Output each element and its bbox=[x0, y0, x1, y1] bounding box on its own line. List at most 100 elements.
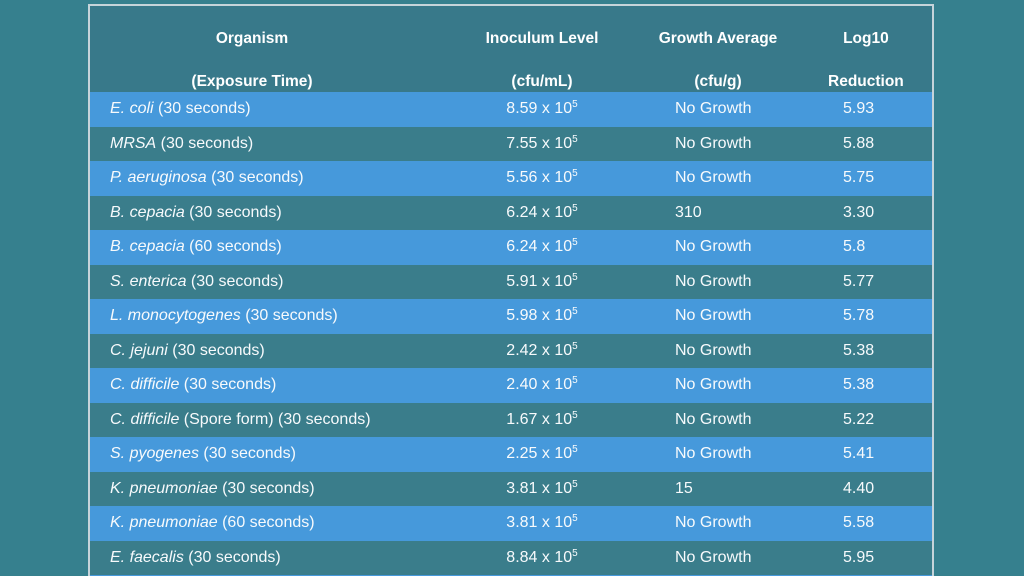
log10-reduction-cell: 5.78 bbox=[843, 307, 875, 325]
log10-reduction-cell: 3.30 bbox=[843, 203, 875, 221]
table-row: S. enterica (30 seconds) 5.91 x 105 No G… bbox=[90, 264, 932, 299]
inoculum-value: 2.25 x 10 bbox=[506, 445, 573, 463]
organism-cell: S. pyogenes (30 seconds) bbox=[90, 445, 438, 463]
organism-name: L. monocytogenes bbox=[110, 307, 241, 325]
inoculum-level-cell: 2.42 x 105 bbox=[438, 340, 646, 360]
table-row: E. coli (30 seconds) 8.59 x 105 No Growt… bbox=[90, 92, 932, 127]
inoculum-value: 6.24 x 10 bbox=[506, 238, 573, 256]
table-row: E. faecalis (30 seconds) 8.84 x 105 No G… bbox=[90, 540, 932, 575]
inoculum-exponent: 5 bbox=[572, 409, 578, 421]
organism-exposure-time: (30 seconds) bbox=[153, 100, 251, 118]
growth-average-cell: No Growth bbox=[675, 445, 752, 463]
organism-cell: C. jejuni (30 seconds) bbox=[90, 342, 438, 360]
table-row: MRSA (30 seconds) 7.55 x 105 No Growth 5… bbox=[90, 126, 932, 161]
organism-cell: E. faecalis (30 seconds) bbox=[90, 549, 438, 567]
column-header-inoculum-line2: (cfu/mL) bbox=[511, 73, 573, 91]
organism-name: C. jejuni bbox=[110, 341, 168, 359]
column-header-growth-line2: (cfu/g) bbox=[694, 73, 742, 91]
log10-reduction-cell: 5.41 bbox=[843, 445, 875, 463]
organism-name: S. enterica bbox=[110, 272, 187, 290]
organism-cell: C. difficile (Spore form) (30 seconds) bbox=[90, 411, 438, 429]
column-header-inoculum-level: Inoculum Level (cfu/mL) bbox=[438, 6, 646, 93]
inoculum-level-cell: 8.59 x 105 bbox=[438, 99, 646, 118]
log10-reduction-cell: 5.77 bbox=[843, 272, 875, 290]
organism-exposure-time: (30 seconds) bbox=[217, 479, 315, 497]
growth-average-cell: 15 bbox=[675, 479, 693, 497]
organism-name: E. coli bbox=[110, 100, 154, 118]
inoculum-value: 3.81 x 10 bbox=[506, 479, 573, 497]
organism-cell: K. pneumoniae (60 seconds) bbox=[90, 514, 438, 532]
table-row: P. aeruginosa (30 seconds) 5.56 x 105 No… bbox=[90, 161, 932, 196]
growth-average-cell: No Growth bbox=[675, 341, 752, 359]
growth-average-cell: No Growth bbox=[675, 548, 752, 566]
inoculum-exponent: 5 bbox=[572, 168, 578, 180]
organism-cell: B. cepacia (30 seconds) bbox=[90, 204, 438, 222]
table-row: C. jejuni (30 seconds) 2.42 x 105 No Gro… bbox=[90, 333, 932, 368]
inoculum-level-cell: 1.67 x 105 bbox=[438, 409, 646, 429]
organism-exposure-time: (Spore form) (30 seconds) bbox=[179, 410, 371, 428]
organism-name: K. pneumoniae bbox=[110, 514, 218, 532]
growth-average-cell: No Growth bbox=[675, 376, 752, 394]
growth-average-cell: No Growth bbox=[675, 238, 752, 256]
organism-name: C. difficile bbox=[110, 376, 180, 394]
organism-cell: C. difficile (30 seconds) bbox=[90, 376, 438, 394]
column-header-organism-line2: (Exposure Time) bbox=[191, 73, 313, 91]
inoculum-exponent: 5 bbox=[572, 271, 578, 283]
organism-name: P. aeruginosa bbox=[110, 169, 207, 187]
organism-cell: MRSA (30 seconds) bbox=[90, 135, 438, 153]
organism-exposure-time: (30 seconds) bbox=[167, 341, 265, 359]
organism-exposure-time: (60 seconds) bbox=[184, 238, 282, 256]
column-header-growth-line1: Growth Average bbox=[658, 29, 778, 47]
organism-exposure-time: (30 seconds) bbox=[186, 272, 284, 290]
inoculum-value: 2.40 x 10 bbox=[506, 376, 573, 394]
inoculum-level-cell: 2.25 x 105 bbox=[438, 444, 646, 463]
inoculum-exponent: 5 bbox=[572, 547, 578, 559]
growth-average-cell: No Growth bbox=[675, 307, 752, 325]
inoculum-exponent: 5 bbox=[572, 133, 578, 145]
inoculum-exponent: 5 bbox=[572, 237, 578, 249]
results-table: Organism (Exposure Time) Inoculum Level … bbox=[88, 4, 934, 576]
log10-reduction-cell: 5.8 bbox=[843, 238, 866, 256]
organism-name: E. faecalis bbox=[110, 548, 184, 566]
column-header-log10-line1: Log10 bbox=[843, 29, 889, 47]
organism-exposure-time: (30 seconds) bbox=[179, 376, 277, 394]
growth-average-cell: No Growth bbox=[675, 134, 752, 152]
growth-average-cell: No Growth bbox=[675, 169, 752, 187]
inoculum-level-cell: 2.40 x 105 bbox=[438, 375, 646, 394]
organism-name: B. cepacia bbox=[110, 203, 185, 221]
inoculum-value: 5.98 x 10 bbox=[506, 307, 573, 325]
log10-reduction-cell: 5.22 bbox=[843, 410, 875, 428]
table-row: C. difficile (30 seconds) 2.40 x 105 No … bbox=[90, 368, 932, 403]
column-header-inoculum-line1: Inoculum Level bbox=[485, 29, 599, 47]
log10-reduction-cell: 4.40 bbox=[843, 479, 875, 497]
table-body: E. coli (30 seconds) 8.59 x 105 No Growt… bbox=[90, 92, 932, 576]
inoculum-level-cell: 6.24 x 105 bbox=[438, 202, 646, 222]
organism-name: C. difficile bbox=[110, 410, 180, 428]
inoculum-exponent: 5 bbox=[572, 306, 578, 318]
log10-reduction-cell: 5.58 bbox=[843, 514, 875, 532]
organism-cell: P. aeruginosa (30 seconds) bbox=[90, 169, 438, 187]
growth-average-cell: No Growth bbox=[675, 100, 752, 118]
table-header-row: Organism (Exposure Time) Inoculum Level … bbox=[90, 6, 932, 92]
organism-exposure-time: (30 seconds) bbox=[198, 445, 296, 463]
table-row: K. pneumoniae (30 seconds) 3.81 x 105 15… bbox=[90, 471, 932, 506]
column-header-log10-line2: Reduction bbox=[828, 73, 904, 91]
organism-cell: S. enterica (30 seconds) bbox=[90, 273, 438, 291]
inoculum-level-cell: 5.98 x 105 bbox=[438, 306, 646, 325]
column-header-log10-reduction: Log10 Reduction bbox=[828, 6, 932, 93]
inoculum-exponent: 5 bbox=[572, 340, 578, 352]
log10-reduction-cell: 5.38 bbox=[843, 341, 875, 359]
organism-cell: K. pneumoniae (30 seconds) bbox=[90, 480, 438, 498]
inoculum-value: 6.24 x 10 bbox=[506, 203, 573, 221]
table-row: C. difficile (Spore form) (30 seconds) 1… bbox=[90, 402, 932, 437]
inoculum-exponent: 5 bbox=[572, 202, 578, 214]
inoculum-value: 1.67 x 10 bbox=[506, 410, 573, 428]
inoculum-value: 5.91 x 10 bbox=[506, 272, 573, 290]
table-row: S. pyogenes (30 seconds) 2.25 x 105 No G… bbox=[90, 437, 932, 472]
table-row: B. cepacia (60 seconds) 6.24 x 105 No Gr… bbox=[90, 230, 932, 265]
inoculum-level-cell: 6.24 x 105 bbox=[438, 237, 646, 256]
log10-reduction-cell: 5.95 bbox=[843, 548, 875, 566]
inoculum-level-cell: 5.91 x 105 bbox=[438, 271, 646, 291]
log10-reduction-cell: 5.75 bbox=[843, 169, 875, 187]
inoculum-exponent: 5 bbox=[572, 375, 578, 387]
